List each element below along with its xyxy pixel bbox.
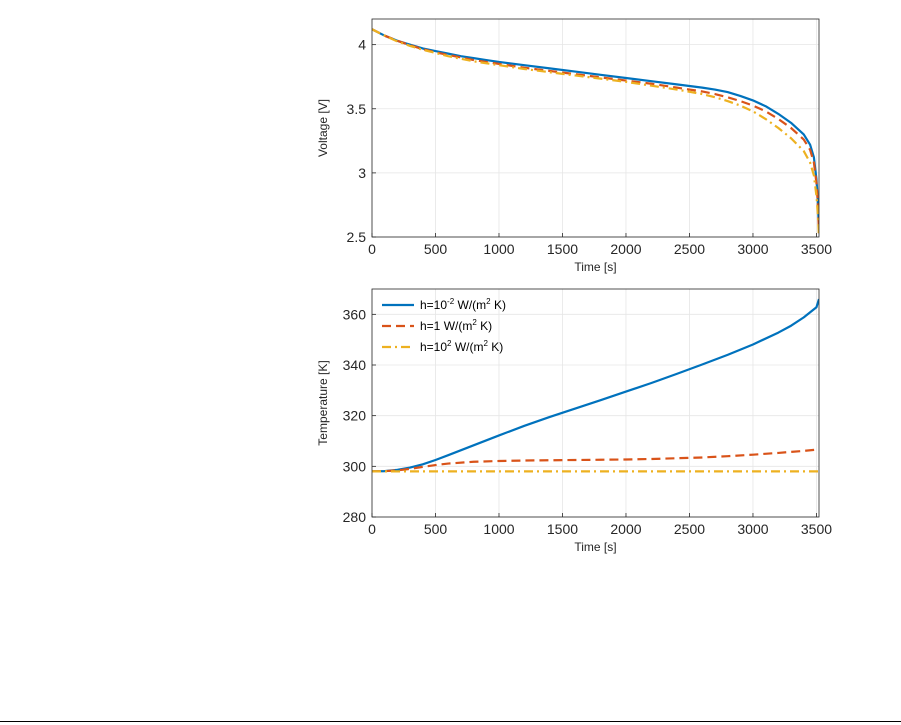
temperature-y-tick-label: 280 — [343, 509, 367, 525]
voltage-x-tick-label: 2500 — [674, 241, 705, 257]
voltage-series — [372, 28, 819, 237]
temperature-y-axis-label: Temperature [K] — [316, 360, 330, 445]
voltage-y-tick-label: 3 — [358, 165, 366, 181]
voltage-series-line-1 — [372, 28, 819, 234]
voltage-x-tick-label: 500 — [424, 241, 448, 257]
voltage-ticks: 0 500 1000 1500 2000 2500 3000 3500 2.5 3 3.5 4 — [347, 37, 833, 257]
legend-text-prefix: h=1 W/(m — [420, 319, 472, 333]
legend-text-sup: 2 — [472, 318, 477, 327]
legend-text-prefix: h=10 — [420, 298, 447, 312]
voltage-axes-box — [371, 18, 820, 238]
temperature-y-tick-label: 320 — [343, 408, 367, 424]
legend-text-suffix: K) — [491, 298, 506, 312]
legend-entry-2: h=102 W/(m2 K) — [420, 339, 503, 354]
temperature-x-tick-label: 3500 — [801, 521, 832, 537]
voltage-x-tick-label: 3000 — [737, 241, 768, 257]
legend-entry-1: h=1 W/(m2 K) — [420, 318, 492, 333]
temperature-x-tick-label: 0 — [368, 521, 376, 537]
voltage-y-axis-label: Voltage [V] — [316, 99, 330, 157]
temperature-x-tick-label: 1500 — [547, 521, 578, 537]
temperature-x-tick-label: 2000 — [610, 521, 641, 537]
temperature-y-tick-label: 300 — [343, 458, 367, 474]
voltage-x-tick-label: 1000 — [483, 241, 514, 257]
temperature-y-tick-label: 360 — [343, 306, 367, 322]
temperature-chart: 0 500 1000 1500 2000 2500 3000 3500 280 300 320 340… — [316, 288, 833, 554]
bottom-rule — [0, 721, 901, 722]
temperature-x-tick-label: 3000 — [737, 521, 768, 537]
temperature-axes-box — [371, 288, 820, 518]
voltage-x-tick-label: 2000 — [610, 241, 641, 257]
temperature-x-axis-label: Time [s] — [574, 540, 616, 554]
temperature-x-tick-label: 2500 — [674, 521, 705, 537]
temperature-legend: h=10-2 W/(m2 K)h=1 W/(m2 K)h=102 W/(m2 K… — [382, 297, 506, 354]
legend-text-mid: K) — [477, 319, 492, 333]
legend-text-sup2: 2 — [486, 297, 491, 306]
legend-text-prefix: h=10 — [420, 340, 447, 354]
legend-text-sup: -2 — [447, 297, 455, 306]
legend-entry-0: h=10-2 W/(m2 K) — [420, 297, 506, 312]
voltage-x-axis-label: Time [s] — [574, 260, 616, 274]
legend-text-sup2: 2 — [483, 339, 488, 348]
temperature-y-tick-label: 340 — [343, 357, 367, 373]
voltage-x-tick-label: 1500 — [547, 241, 578, 257]
voltage-series-line-0 — [372, 28, 819, 231]
temperature-x-tick-label: 1000 — [483, 521, 514, 537]
legend-text-sup: 2 — [447, 339, 452, 348]
voltage-y-tick-label: 2.5 — [347, 229, 367, 245]
voltage-y-tick-label: 4 — [358, 37, 366, 53]
legend-text-mid: W/(m — [451, 340, 483, 354]
temperature-series-line-1 — [372, 448, 819, 473]
voltage-series-line-2 — [372, 28, 819, 237]
temperature-series — [372, 298, 819, 473]
legend-text-suffix: K) — [488, 340, 503, 354]
temperature-series-line-0 — [372, 298, 819, 473]
voltage-x-tick-label: 0 — [368, 241, 376, 257]
voltage-chart: 0 500 1000 1500 2000 2500 3000 3500 2.5 3 3.5 4 Tim… — [316, 18, 833, 274]
voltage-x-tick-label: 3500 — [801, 241, 832, 257]
voltage-y-tick-label: 3.5 — [347, 101, 367, 117]
temperature-ticks: 0 500 1000 1500 2000 2500 3000 3500 280 300 320 340… — [343, 306, 833, 537]
legend-text-mid: W/(m — [454, 298, 486, 312]
temperature-x-tick-label: 500 — [424, 521, 448, 537]
